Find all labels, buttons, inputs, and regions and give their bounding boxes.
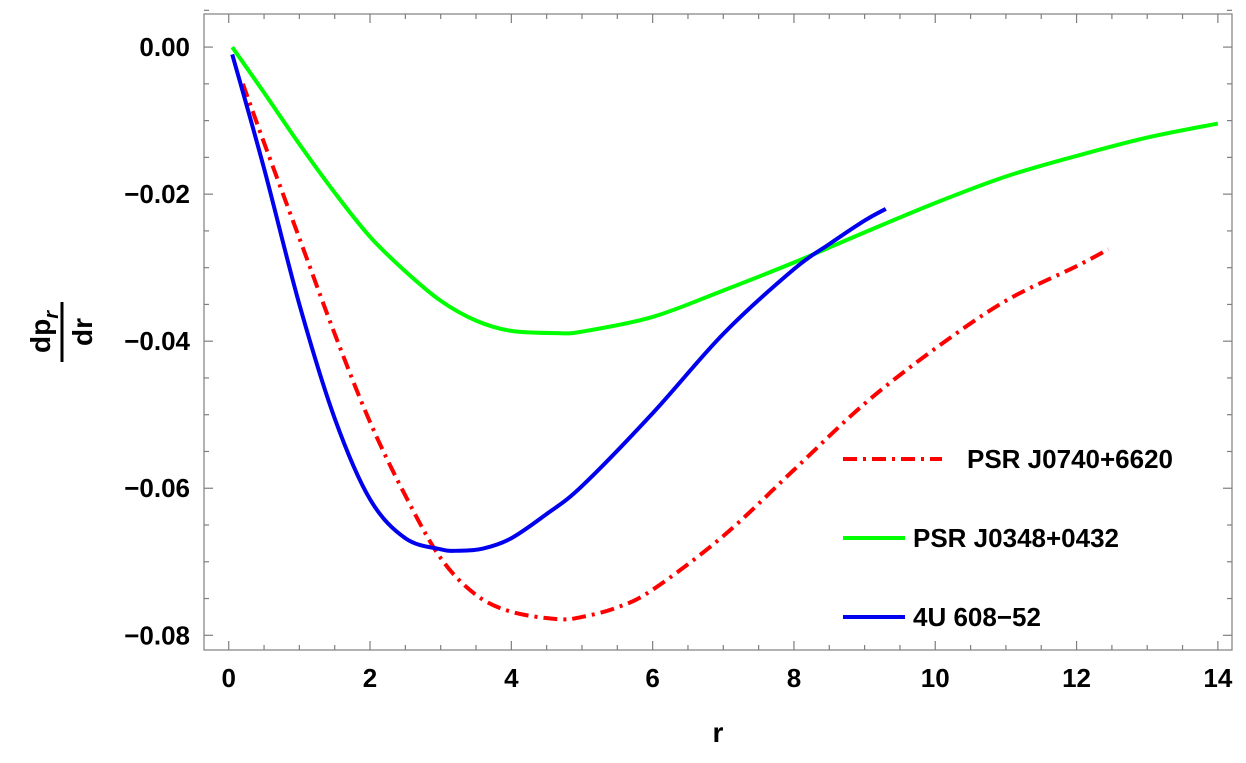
y-tick-label: −0.08 bbox=[124, 620, 190, 650]
x-tick-label: 10 bbox=[921, 663, 950, 693]
y-tick-label: 0.00 bbox=[139, 32, 190, 62]
x-axis-label: r bbox=[713, 717, 724, 748]
x-tick-label: 4 bbox=[504, 663, 519, 693]
series-psr-j0348-line bbox=[230, 45, 1219, 336]
x-tick-label: 14 bbox=[1203, 663, 1232, 693]
x-tick-label: 12 bbox=[1062, 663, 1091, 693]
y-axis-label-denominator: dr bbox=[67, 318, 98, 346]
legend-label-psr-j0348: PSR J0348+0432 bbox=[913, 523, 1119, 553]
legend-label-psr-j0740: PSR J0740+6620 bbox=[967, 444, 1173, 474]
series-4u-608-line bbox=[230, 53, 887, 553]
legend-item-psr-j0740[interactable]: PSR J0740+6620 bbox=[843, 444, 1173, 474]
legend-item-4u-608[interactable]: 4U 608−52 bbox=[843, 602, 1041, 632]
axis-ticks bbox=[204, 9, 1232, 650]
series-psr-j0740-line bbox=[240, 83, 1110, 622]
series-layer bbox=[230, 45, 1219, 622]
legend: PSR J0740+6620 PSR J0348+0432 4U 608−52 bbox=[843, 444, 1173, 632]
x-tick-label: 0 bbox=[221, 663, 235, 693]
x-tick-label: 2 bbox=[363, 663, 377, 693]
plot-frame bbox=[203, 13, 1233, 651]
y-tick-label: −0.04 bbox=[124, 326, 190, 356]
y-axis-label: dpr dr bbox=[25, 302, 98, 362]
legend-label-4u-608: 4U 608−52 bbox=[913, 602, 1041, 632]
legend-item-psr-j0348[interactable]: PSR J0348+0432 bbox=[843, 523, 1119, 553]
y-tick-label: −0.06 bbox=[124, 473, 190, 503]
tick-labels: 0 2 4 6 8 10 12 14 0.00 −0.02 −0.04 −0.06 −0.08 bbox=[124, 32, 1233, 693]
y-axis-label-numerator: dpr bbox=[25, 310, 63, 353]
x-tick-label: 6 bbox=[645, 663, 659, 693]
x-tick-label: 8 bbox=[787, 663, 801, 693]
y-tick-label: −0.02 bbox=[124, 179, 190, 209]
